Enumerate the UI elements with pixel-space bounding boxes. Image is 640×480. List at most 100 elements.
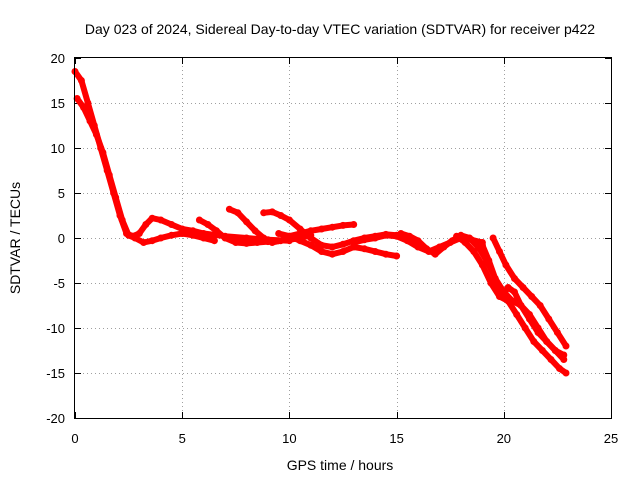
- series-line-pass-11: [490, 235, 569, 349]
- data-point: [251, 227, 259, 235]
- series-line-pass-9: [453, 233, 569, 376]
- data-point: [382, 231, 390, 239]
- data-point: [157, 216, 165, 224]
- x-tick-label: 5: [179, 431, 186, 446]
- data-point: [526, 315, 533, 323]
- data-point: [440, 243, 448, 251]
- data-point: [112, 194, 120, 201]
- data-point: [318, 248, 326, 255]
- data-point: [502, 261, 510, 269]
- data-point: [397, 230, 405, 237]
- y-tick-label: 5: [58, 186, 65, 201]
- data-point: [489, 234, 497, 242]
- data-point: [547, 356, 555, 363]
- data-point: [243, 218, 250, 226]
- series-line-pass-10: [479, 242, 567, 358]
- data-point: [260, 209, 268, 217]
- x-tick-label: 25: [604, 431, 618, 446]
- data-point: [556, 365, 563, 372]
- data-point: [339, 240, 347, 248]
- data-point: [307, 227, 315, 235]
- data-point: [131, 234, 139, 242]
- data-point: [73, 95, 81, 102]
- data-point: [260, 234, 268, 242]
- data-point: [562, 342, 570, 350]
- data-point: [534, 329, 542, 336]
- data-point: [296, 237, 304, 245]
- data-point: [178, 230, 186, 237]
- data-point: [466, 234, 473, 242]
- data-point: [560, 351, 568, 359]
- y-axis-label: SDTVAR / TECUs: [7, 182, 23, 294]
- data-point: [371, 248, 379, 255]
- y-tick-label: 20: [51, 51, 65, 66]
- y-tick-label: 10: [51, 141, 65, 156]
- data-point: [328, 250, 336, 258]
- data-point: [168, 231, 175, 239]
- data-point: [225, 205, 233, 213]
- data-point: [328, 243, 336, 251]
- data-point: [80, 104, 88, 111]
- data-point: [99, 149, 107, 156]
- data-point: [77, 77, 85, 84]
- y-tick-label: -5: [53, 276, 65, 291]
- data-point: [275, 230, 283, 237]
- data-point: [277, 237, 285, 245]
- data-point: [277, 212, 285, 219]
- data-point: [470, 248, 478, 255]
- data-point: [360, 236, 368, 244]
- data-point: [148, 214, 156, 222]
- x-tick-label: 15: [389, 431, 403, 446]
- data-point: [84, 99, 92, 107]
- y-tick-label: -15: [46, 366, 65, 381]
- data-point: [148, 237, 156, 245]
- data-point: [496, 248, 503, 255]
- data-point: [328, 223, 336, 231]
- data-point: [243, 239, 250, 247]
- plot-border: [74, 57, 612, 419]
- data-point: [545, 315, 553, 323]
- data-point: [189, 231, 197, 239]
- chart-title: Day 023 of 2024, Sidereal Day-to-day VTE…: [85, 21, 595, 37]
- data-point: [414, 237, 422, 245]
- data-point: [350, 221, 358, 228]
- data-point: [487, 279, 495, 287]
- data-point: [519, 284, 527, 291]
- data-point: [307, 241, 315, 249]
- x-axis-label: GPS time / hours: [287, 457, 394, 473]
- data-point: [86, 117, 94, 125]
- data-point: [528, 293, 536, 300]
- data-point: [140, 239, 148, 246]
- data-point: [296, 225, 304, 233]
- y-tick-label: 0: [58, 231, 65, 246]
- data-point: [521, 324, 529, 332]
- data-point: [530, 338, 538, 345]
- data-point: [513, 311, 521, 318]
- data-point: [504, 284, 512, 291]
- data-point: [551, 347, 559, 354]
- data-point: [498, 293, 506, 300]
- data-point: [511, 288, 518, 296]
- data-point: [318, 225, 326, 233]
- x-tick-label: 20: [497, 431, 511, 446]
- data-point: [135, 230, 143, 237]
- data-point: [285, 216, 293, 224]
- data-point: [200, 234, 208, 242]
- data-point: [105, 171, 113, 179]
- x-tick-label: 10: [282, 431, 296, 446]
- data-point: [243, 234, 250, 242]
- x-tick-label: 0: [71, 431, 78, 446]
- data-point: [268, 208, 276, 216]
- data-point: [285, 232, 293, 240]
- data-point: [382, 250, 390, 258]
- data-point: [536, 302, 544, 309]
- data-point: [517, 302, 525, 309]
- y-tick-label: -20: [46, 411, 65, 426]
- data-point: [221, 234, 229, 242]
- series-line-pass-1: [72, 68, 293, 244]
- grid: [75, 58, 611, 418]
- data-point: [92, 131, 100, 138]
- data-point: [318, 241, 326, 249]
